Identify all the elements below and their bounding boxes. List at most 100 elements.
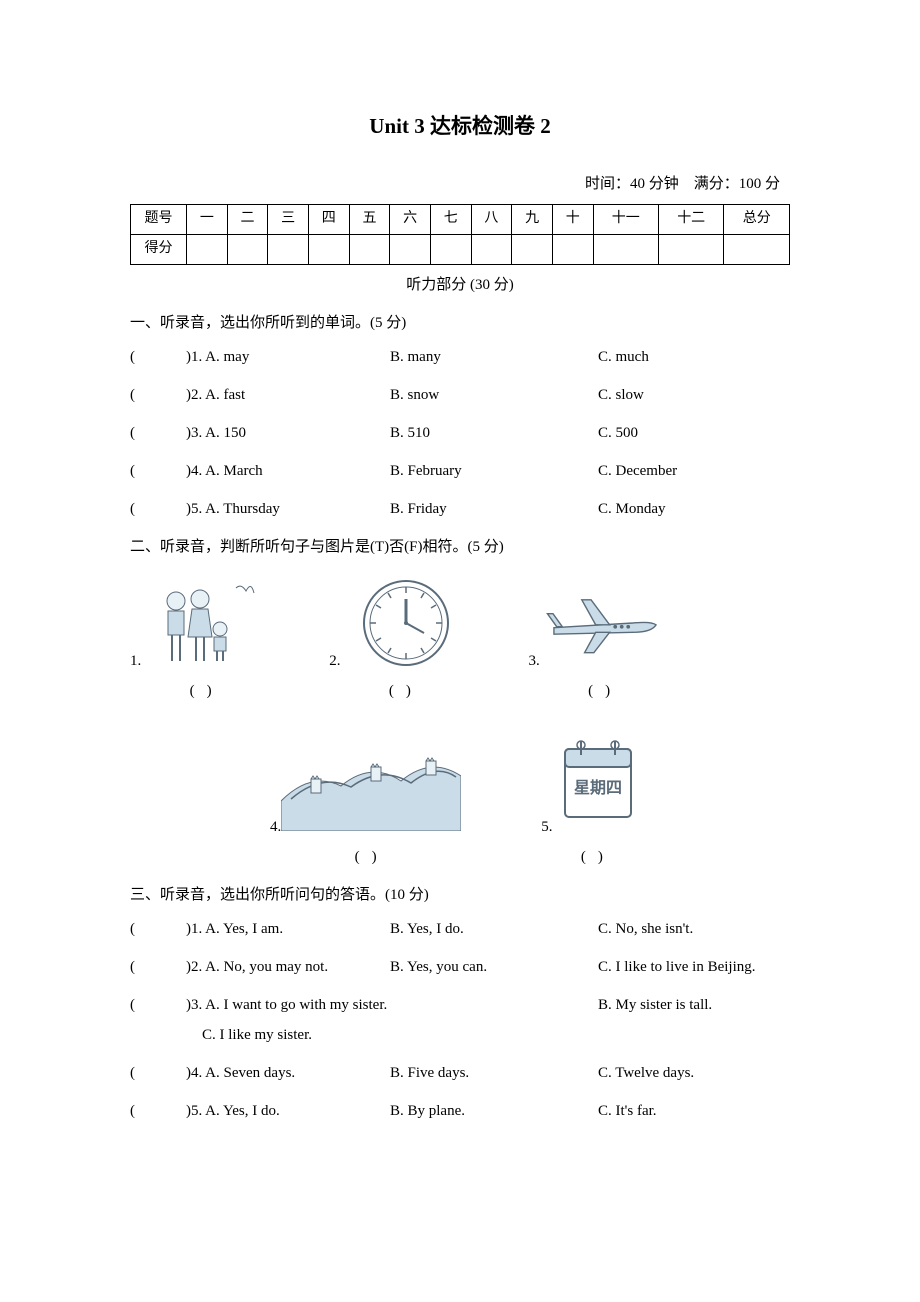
q-option-c: C. slow <box>598 383 790 407</box>
q1-row: ( )2. A. fast B. snow C. slow <box>130 383 790 407</box>
th-cell: 四 <box>308 204 349 234</box>
answer-blank[interactable]: ( <box>130 1099 186 1123</box>
answer-blank[interactable]: ( <box>130 497 186 521</box>
th-cell: 十二 <box>658 204 723 234</box>
td-label: 得分 <box>131 234 187 264</box>
q3-row: ( )1. A. Yes, I am. B. Yes, I do. C. No,… <box>130 917 790 941</box>
q-option-a: )3. A. 150 <box>186 421 390 445</box>
q-option-b: B. Yes, I do. <box>390 917 598 941</box>
clock-icon <box>341 573 471 673</box>
q-option-a: )2. A. fast <box>186 383 390 407</box>
pic-item-4: 4. () <box>270 731 461 869</box>
svg-text:星期四: 星期四 <box>573 778 621 797</box>
th-cell: 三 <box>268 204 309 234</box>
td-cell[interactable] <box>227 234 268 264</box>
answer-blank[interactable]: ( <box>130 917 186 941</box>
q-option-b: B. 510 <box>390 421 598 445</box>
q-option-c: C. 500 <box>598 421 790 445</box>
answer-blank[interactable]: () <box>130 679 271 703</box>
th-cell: 十一 <box>593 204 658 234</box>
page-title: Unit 3 达标检测卷 2 <box>130 110 790 144</box>
table-header-row: 题号 一 二 三 四 五 六 七 八 九 十 十一 十二 总分 <box>131 204 790 234</box>
answer-blank[interactable]: () <box>541 845 642 869</box>
pic-number: 2. <box>329 649 340 673</box>
score-table: 题号 一 二 三 四 五 六 七 八 九 十 十一 十二 总分 得分 <box>130 204 790 265</box>
section-3-title: 三、听录音，选出你所听问句的答语。(10 分) <box>130 883 790 907</box>
q-option-b: B. My sister is tall. <box>598 993 712 1017</box>
answer-blank[interactable]: () <box>529 679 670 703</box>
q-option-c: C. Monday <box>598 497 790 521</box>
th-cell: 十 <box>552 204 593 234</box>
q-option-a: )2. A. No, you may not. <box>186 955 390 979</box>
picture-row-1: 1. () <box>130 573 790 703</box>
td-cell[interactable] <box>390 234 431 264</box>
q-option-b: B. By plane. <box>390 1099 598 1123</box>
q-option-a: )4. A. Seven days. <box>186 1061 390 1085</box>
th-cell: 一 <box>187 204 228 234</box>
q-option-c: C. It's far. <box>598 1099 790 1123</box>
answer-blank[interactable]: () <box>329 679 470 703</box>
td-cell[interactable] <box>187 234 228 264</box>
listening-header: 听力部分 (30 分) <box>130 273 790 297</box>
td-cell[interactable] <box>552 234 593 264</box>
th-label: 题号 <box>131 204 187 234</box>
q-option-c: C. I like my sister. <box>130 1023 790 1047</box>
q-option-b: B. Yes, you can. <box>390 955 598 979</box>
td-cell[interactable] <box>308 234 349 264</box>
q3-row-3: ( )3. A. I want to go with my sister. B.… <box>130 993 790 1047</box>
answer-blank[interactable]: ( <box>130 459 186 483</box>
q1-row: ( )5. A. Thursday B. Friday C. Monday <box>130 497 790 521</box>
answer-blank[interactable]: ( <box>130 421 186 445</box>
td-cell[interactable] <box>471 234 512 264</box>
td-cell[interactable] <box>268 234 309 264</box>
pic-number: 4. <box>270 815 281 839</box>
q-option-c: C. No, she isn't. <box>598 917 790 941</box>
td-cell[interactable] <box>512 234 553 264</box>
q1-row: ( )4. A. March B. February C. December <box>130 459 790 483</box>
q-option-c: C. much <box>598 345 790 369</box>
great-wall-icon <box>281 731 461 839</box>
answer-blank[interactable]: ( <box>130 1061 186 1085</box>
th-cell: 九 <box>512 204 553 234</box>
pic-number: 1. <box>130 649 141 673</box>
answer-blank[interactable]: ( <box>130 345 186 369</box>
q3-row: ( )2. A. No, you may not. B. Yes, you ca… <box>130 955 790 979</box>
q3-row: ( )4. A. Seven days. B. Five days. C. Tw… <box>130 1061 790 1085</box>
q-option-c: C. December <box>598 459 790 483</box>
airplane-icon <box>540 573 670 673</box>
answer-blank[interactable]: ( <box>130 383 186 407</box>
q1-row: ( )3. A. 150 B. 510 C. 500 <box>130 421 790 445</box>
td-cell[interactable] <box>658 234 723 264</box>
q-option-b: B. Five days. <box>390 1061 598 1085</box>
section-1-title: 一、听录音，选出你所听到的单词。(5 分) <box>130 311 790 335</box>
table-score-row: 得分 <box>131 234 790 264</box>
th-cell: 五 <box>349 204 390 234</box>
q-option-c: C. I like to live in Beijing. <box>598 955 790 979</box>
answer-blank[interactable]: ( <box>130 955 186 979</box>
answer-blank[interactable]: () <box>270 845 461 869</box>
q-option-a: )1. A. may <box>186 345 390 369</box>
td-cell[interactable] <box>593 234 658 264</box>
q-option-c: C. Twelve days. <box>598 1061 790 1085</box>
pic-item-3: 3. () <box>529 573 670 703</box>
pic-item-5: 5. 星期四 () <box>541 731 642 869</box>
q-option-b: B. many <box>390 345 598 369</box>
picture-row-2: 4. () 5. <box>130 731 790 869</box>
page-meta: 时间：40 分钟 满分：100 分 <box>130 172 790 196</box>
q-option-a: )3. A. I want to go with my sister. <box>186 993 598 1017</box>
pic-number: 5. <box>541 815 552 839</box>
family-icon <box>141 573 271 673</box>
calendar-icon: 星期四 <box>553 731 643 839</box>
q1-row: ( )1. A. may B. many C. much <box>130 345 790 369</box>
td-cell[interactable] <box>430 234 471 264</box>
th-cell: 八 <box>471 204 512 234</box>
td-cell[interactable] <box>349 234 390 264</box>
q-option-b: B. February <box>390 459 598 483</box>
q-option-a: )4. A. March <box>186 459 390 483</box>
answer-blank[interactable]: ( <box>130 993 186 1017</box>
q3-row: ( )5. A. Yes, I do. B. By plane. C. It's… <box>130 1099 790 1123</box>
q-option-a: )1. A. Yes, I am. <box>186 917 390 941</box>
pic-item-2: 2. <box>329 573 470 703</box>
td-cell[interactable] <box>724 234 790 264</box>
q-option-a: )5. A. Yes, I do. <box>186 1099 390 1123</box>
